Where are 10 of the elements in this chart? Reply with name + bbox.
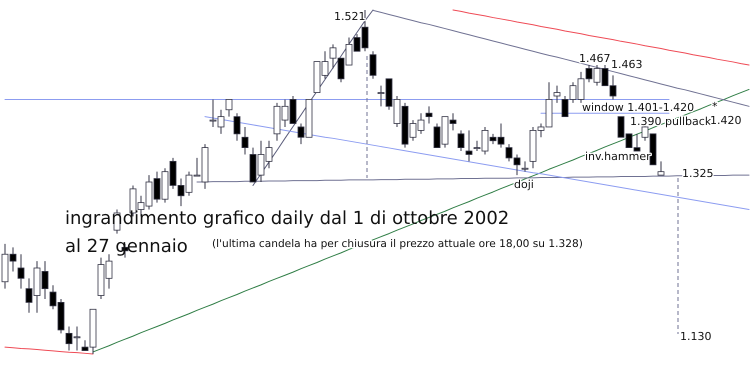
annotation: 1.130 (680, 330, 712, 343)
annotation: 1.463 (611, 58, 642, 71)
annotation: 1.420 (710, 114, 742, 127)
annotation: 1.390 pullback (630, 115, 712, 128)
annotation: 1.467 (579, 52, 610, 65)
annotation: 1.521 (334, 10, 366, 23)
annotation: window 1.401-1.420 (582, 101, 694, 114)
text: al 27 gennaio (65, 236, 188, 257)
annotation: doji (514, 178, 534, 191)
annotation: * (712, 100, 718, 113)
